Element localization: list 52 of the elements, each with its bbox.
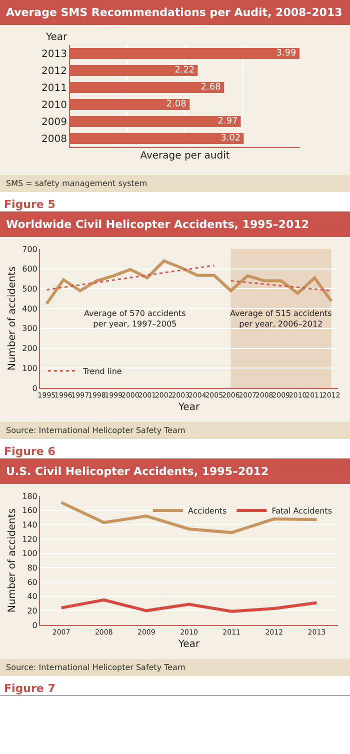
- x-axis-title: Year: [177, 638, 200, 650]
- data-label: 2.97: [218, 116, 238, 126]
- data-label: 3.02: [220, 134, 241, 144]
- legend-label: Fatal Accidents: [272, 506, 332, 516]
- data-label: 2.08: [166, 100, 187, 110]
- chart-title: Worldwide Civil Helicopter Accidents, 1995–2012: [0, 212, 350, 237]
- y-tick-label: 160: [22, 506, 38, 516]
- y-tick-label: 2009: [42, 117, 67, 128]
- y-tick-label: 100: [22, 364, 38, 373]
- data-label: 2.68: [200, 82, 222, 93]
- y-tick-label: 300: [22, 324, 38, 334]
- chart-title: U.S. Civil Helicopter Accidents, 1995–2012: [0, 459, 350, 484]
- data-label: 3.99: [276, 48, 296, 58]
- line-series: [60, 598, 318, 613]
- source-note: Source: International Helicopter Safety Team: [0, 659, 350, 676]
- y-tick-label: 500: [22, 284, 38, 294]
- y-tick-label: 140: [22, 520, 38, 530]
- y-tick-label: 2013: [42, 49, 67, 60]
- y-tick-label: 0: [32, 620, 38, 630]
- y-tick-label: 60: [27, 578, 38, 587]
- x-axis-title: Average per audit: [140, 150, 230, 162]
- y-tick-label: 80: [27, 563, 38, 572]
- text: SMS = safety management system: [0, 175, 350, 192]
- y-tick-label: 0: [32, 384, 38, 393]
- data-label: 2.22: [174, 66, 195, 76]
- band-label: Average of 515 accidents per year, 2006–2012: [230, 309, 332, 328]
- annotation: Average of 570 accidents per year, 1997–2005: [84, 309, 186, 328]
- y-tick-label: 2008: [42, 134, 67, 145]
- y-tick-label: 600: [22, 264, 38, 274]
- y-tick-label: 400: [22, 304, 38, 314]
- y-tick-label: 120: [22, 534, 38, 544]
- y-tick-label: 40: [27, 592, 38, 602]
- y-axis-title: Number of accidents: [7, 508, 18, 613]
- source-note: Source: International Helicopter Safety Team: [0, 422, 350, 439]
- x-axis-title: Year: [177, 402, 200, 413]
- chart-title: Average SMS Recommendations per Audit, 2008–2013: [0, 0, 350, 25]
- legend-label: Trend line: [82, 366, 122, 376]
- caption: Figure 7: [0, 680, 350, 696]
- caption: Figure 6: [0, 443, 350, 459]
- y-tick-label: 2011: [42, 83, 67, 94]
- y-tick-label: 200: [22, 344, 38, 354]
- y-axis-title: Year: [45, 32, 68, 43]
- caption: Figure 5: [0, 196, 350, 212]
- y-tick-label: 2010: [42, 100, 67, 111]
- y-tick-label: 100: [22, 549, 38, 558]
- y-tick-label: 180: [22, 492, 38, 501]
- line-series: [45, 259, 333, 306]
- y-tick-label: 2012: [42, 66, 67, 77]
- legend-label: Accidents: [188, 506, 227, 516]
- y-axis-title: Number of accidents: [7, 266, 18, 371]
- y-tick-label: 20: [27, 606, 38, 616]
- y-tick-label: 700: [22, 244, 38, 254]
